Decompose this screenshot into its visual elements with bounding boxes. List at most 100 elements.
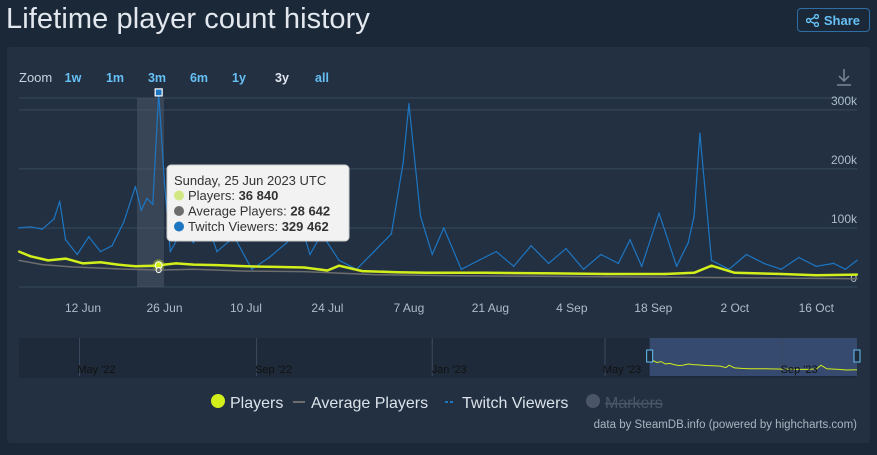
- point-players: [337, 264, 341, 267]
- point-players: [302, 266, 306, 269]
- legend-item-twitch-viewers[interactable]: Twitch Viewers: [445, 395, 568, 412]
- hover-band: [137, 98, 164, 287]
- point-twitch-viewers: [122, 221, 125, 223]
- point-twitch-viewers: [815, 265, 818, 268]
- tooltip-row: Average Players: 28 642: [188, 204, 330, 219]
- y-tick-label: 200k: [831, 153, 858, 167]
- legend-marker: [211, 394, 225, 408]
- point-players: [174, 262, 178, 265]
- point-twitch-viewers: [582, 268, 585, 271]
- legend-item-markers[interactable]: Markers: [586, 394, 663, 412]
- x-tick-label: 26 Jun: [146, 301, 182, 315]
- series-layer: [17, 88, 859, 280]
- credits[interactable]: data by SteamDB.info (powered by highcha…: [594, 419, 858, 431]
- point-twitch-viewers: [338, 259, 340, 262]
- point-twitch-viewers: [477, 259, 480, 262]
- tooltip-marker: [174, 206, 184, 216]
- navigator[interactable]: May '22 Sep '22 Jan '23 May '23 Sep '23: [19, 338, 861, 378]
- point-players: [326, 269, 329, 272]
- navigator-selection[interactable]: [649, 338, 857, 376]
- point-twitch-viewers: [163, 182, 166, 185]
- point-average-players: [70, 266, 73, 268]
- point-twitch-viewers: [41, 228, 44, 230]
- point-players: [663, 272, 667, 276]
- point-twitch-viewers: [495, 250, 497, 253]
- point-average-players: [728, 276, 730, 279]
- point-twitch-viewers: [408, 103, 410, 105]
- y-tick-label: 100k: [831, 212, 858, 226]
- tooltip-marker: [174, 221, 184, 232]
- zoom-button-3m[interactable]: 3m: [148, 71, 166, 85]
- point-twitch-viewers: [76, 253, 78, 256]
- share-icon: [805, 13, 819, 27]
- point-twitch-viewers: [600, 253, 602, 256]
- point-average-players: [635, 276, 637, 278]
- navigator-handle-right[interactable]: [853, 349, 861, 363]
- point-average-players: [454, 274, 457, 277]
- point-twitch-viewers: [675, 265, 678, 268]
- x-tick-label: 18 Sep: [634, 301, 672, 315]
- y-tick-label: 300k: [831, 94, 858, 108]
- page-title: Lifetime player count history: [6, 3, 370, 35]
- point-twitch-viewers: [763, 262, 765, 265]
- hover-marker-twitch: [154, 88, 163, 97]
- tooltip-row: Players: 36 840: [188, 188, 278, 203]
- navigator-handle-left[interactable]: [646, 349, 654, 363]
- point-twitch-viewers: [268, 256, 271, 259]
- point-players: [361, 269, 364, 273]
- x-tick-label: 10 Jul: [230, 301, 262, 315]
- navigator-label: May '23: [603, 364, 641, 376]
- point-twitch-viewers: [629, 238, 631, 241]
- point-twitch-viewers: [169, 250, 172, 253]
- tooltip: Sunday, 25 Jun 2023 UTC Players: 36 840A…: [166, 164, 350, 242]
- tooltip-row: Twitch Viewers: 329 462: [188, 219, 329, 234]
- zoom-button-6m[interactable]: 6m: [190, 71, 208, 85]
- navigator-series: [649, 357, 858, 371]
- point-twitch-viewers: [443, 227, 445, 229]
- point-average-players: [303, 270, 305, 273]
- navigator-dividers: [78, 338, 783, 376]
- tooltip-row-label: Players:: [188, 188, 239, 203]
- zoom-button-1y[interactable]: 1y: [232, 71, 246, 85]
- navigator-label: Jan '23: [432, 364, 467, 376]
- point-average-players: [192, 268, 195, 271]
- point-twitch-viewers: [640, 265, 643, 268]
- point-twitch-viewers: [617, 262, 620, 265]
- share-button[interactable]: Share: [796, 8, 870, 32]
- zoom-button-all[interactable]: all: [315, 71, 329, 85]
- tooltip-row-label: Twitch Viewers:: [188, 219, 282, 234]
- tooltip-row-value: 36 840: [239, 188, 279, 203]
- point-average-players: [856, 277, 858, 280]
- tooltip-row-value: 329 462: [282, 219, 329, 234]
- point-players: [553, 272, 556, 275]
- zoom-label: Zoom: [19, 70, 52, 85]
- point-twitch-viewers: [547, 262, 550, 265]
- point-twitch-viewers: [18, 227, 20, 229]
- zoom-button-1m[interactable]: 1m: [106, 71, 124, 85]
- x-tick-label: 12 Jun: [65, 301, 101, 315]
- legend-item-players[interactable]: Players: [211, 394, 283, 412]
- legend-label: Average Players: [311, 395, 428, 412]
- point-twitch-viewers: [798, 256, 800, 259]
- point-twitch-viewers: [390, 233, 393, 235]
- x-axis: 12 Jun 26 Jun 10 Jul 24 Jul 7 Aug 21 Aug 4 Sep…: [65, 301, 835, 315]
- legend-item-average-players[interactable]: Average Players: [293, 395, 428, 412]
- tooltip-box: [166, 164, 350, 242]
- zoom-button-1w[interactable]: 1w: [65, 71, 82, 85]
- point-twitch-viewers: [687, 241, 690, 244]
- download-icon[interactable]: [837, 69, 851, 86]
- point-twitch-viewers: [658, 212, 660, 214]
- point-average-players: [18, 259, 20, 262]
- point-twitch-viewers: [844, 268, 847, 271]
- point-twitch-viewers: [88, 235, 90, 238]
- point-players: [116, 263, 120, 266]
- point-twitch-viewers: [134, 185, 137, 188]
- x-tick-label: 21 Aug: [472, 301, 509, 315]
- point-twitch-viewers: [192, 241, 195, 244]
- point-twitch-viewers: [710, 259, 713, 262]
- zoom-button-3y[interactable]: 3y: [275, 71, 289, 85]
- hover-marker-average: [155, 267, 162, 274]
- point-twitch-viewers: [58, 200, 61, 203]
- x-tick-label: 7 Aug: [394, 301, 425, 315]
